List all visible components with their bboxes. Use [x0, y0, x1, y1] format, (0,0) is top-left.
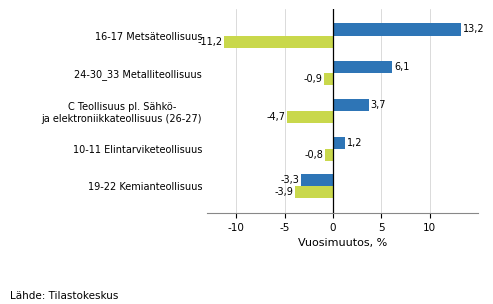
Bar	[287, 111, 333, 123]
Bar	[325, 149, 333, 161]
Bar	[301, 174, 333, 186]
Text: 1,2: 1,2	[347, 138, 362, 148]
Text: -11,2: -11,2	[197, 36, 222, 47]
X-axis label: Vuosimuutos, %: Vuosimuutos, %	[298, 238, 387, 248]
Text: 6,1: 6,1	[394, 62, 409, 72]
Text: 3,7: 3,7	[371, 100, 386, 110]
Text: -0,8: -0,8	[304, 150, 323, 160]
Bar	[333, 99, 369, 111]
Bar	[333, 23, 461, 36]
Text: Lähde: Tilastokeskus: Lähde: Tilastokeskus	[10, 291, 118, 301]
Text: -4,7: -4,7	[267, 112, 285, 122]
Bar	[333, 61, 392, 73]
Bar	[224, 36, 333, 48]
Text: -3,9: -3,9	[275, 188, 293, 197]
Bar	[333, 136, 345, 149]
Bar	[295, 186, 333, 199]
Text: 13,2: 13,2	[463, 25, 484, 34]
Text: -3,3: -3,3	[280, 175, 299, 185]
Bar	[324, 73, 333, 85]
Text: -0,9: -0,9	[303, 74, 322, 84]
